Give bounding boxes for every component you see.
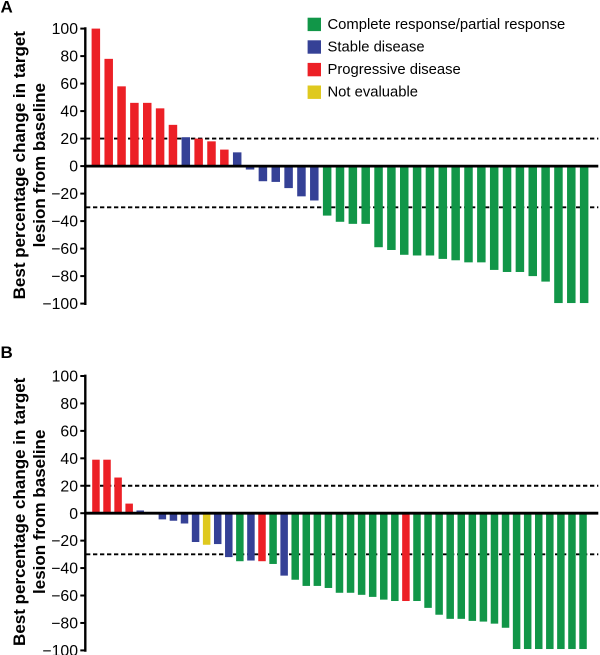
svg-text:80: 80 xyxy=(60,396,78,413)
svg-text:−20: −20 xyxy=(51,533,78,550)
svg-text:Not evaluable: Not evaluable xyxy=(328,85,419,101)
svg-text:Progressive disease: Progressive disease xyxy=(328,62,461,78)
svg-text:−60: −60 xyxy=(51,588,78,605)
svg-text:0: 0 xyxy=(69,506,78,523)
svg-text:40: 40 xyxy=(60,104,78,121)
svg-text:60: 60 xyxy=(60,76,78,93)
svg-text:A: A xyxy=(1,0,13,17)
svg-text:60: 60 xyxy=(60,423,78,440)
svg-text:B: B xyxy=(1,343,13,362)
svg-text:−80: −80 xyxy=(51,269,78,286)
svg-text:−60: −60 xyxy=(51,241,78,258)
svg-text:Best percentage change in targ: Best percentage change in target xyxy=(10,31,29,300)
svg-text:−40: −40 xyxy=(51,214,78,231)
svg-text:lesion from baseline: lesion from baseline xyxy=(30,83,49,247)
svg-text:100: 100 xyxy=(52,21,79,38)
svg-text:−40: −40 xyxy=(51,561,78,578)
svg-text:0: 0 xyxy=(69,159,78,176)
svg-text:100: 100 xyxy=(52,369,79,386)
svg-text:lesion from baseline: lesion from baseline xyxy=(30,430,49,594)
svg-text:40: 40 xyxy=(60,451,78,468)
svg-text:−100: −100 xyxy=(42,296,78,313)
svg-text:20: 20 xyxy=(60,131,78,148)
svg-text:−100: −100 xyxy=(42,643,78,655)
svg-text:Stable disease: Stable disease xyxy=(328,40,425,56)
svg-text:Best percentage change in targ: Best percentage change in target xyxy=(10,377,29,646)
svg-text:80: 80 xyxy=(60,49,78,66)
svg-text:−20: −20 xyxy=(51,186,78,203)
svg-text:−80: −80 xyxy=(51,616,78,633)
svg-text:Complete response/partial resp: Complete response/partial response xyxy=(328,17,566,33)
svg-text:20: 20 xyxy=(60,478,78,495)
